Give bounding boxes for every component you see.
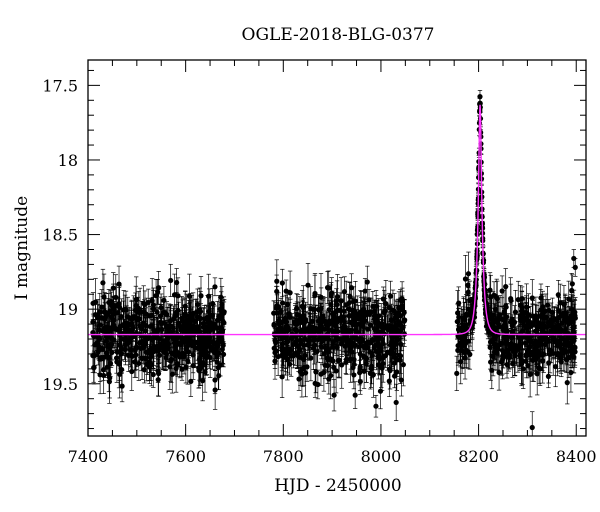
y-tick-label: 18 xyxy=(58,151,78,170)
x-tick-label: 8400 xyxy=(556,447,597,466)
axis-tick-labels: 7400 7600 7800 8000 8200 8400 17.5 18 18.5 19 19.5 xyxy=(42,76,596,466)
x-tick-label: 7600 xyxy=(165,447,206,466)
x-tick-label: 7800 xyxy=(263,447,304,466)
data-point xyxy=(192,318,198,325)
data-point xyxy=(163,355,169,361)
x-tick-label: 7400 xyxy=(68,447,109,466)
data-point xyxy=(190,363,196,369)
data-point xyxy=(100,367,107,373)
y-tick-label: 19.5 xyxy=(42,375,78,394)
data-point xyxy=(206,308,212,314)
error-bars xyxy=(90,90,578,437)
x-tick-label: 8000 xyxy=(361,447,402,466)
y-tick-label: 18.5 xyxy=(42,226,78,245)
y-tick-label: 19 xyxy=(58,300,78,319)
data-points xyxy=(90,94,578,431)
data-point xyxy=(100,280,106,286)
chart-title: OGLE-2018-BLG-0377 xyxy=(242,25,435,45)
axis-ticks xyxy=(87,60,586,436)
y-tick-label: 17.5 xyxy=(42,76,78,95)
data-point xyxy=(210,300,216,307)
x-tick-label: 8200 xyxy=(458,447,499,466)
data-point xyxy=(185,358,191,364)
data-point xyxy=(117,327,123,334)
